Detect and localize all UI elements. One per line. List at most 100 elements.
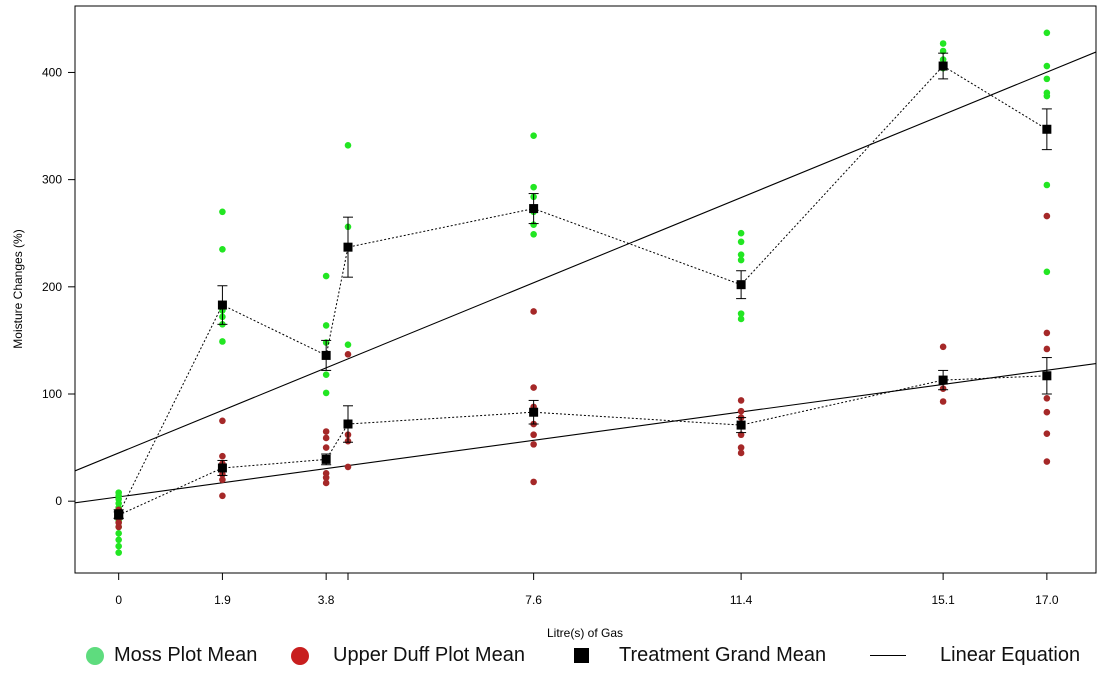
legend-label-moss: Moss Plot Mean bbox=[114, 644, 258, 666]
duff-point bbox=[1043, 408, 1051, 416]
moss-point bbox=[1043, 75, 1051, 83]
chart-legend: Moss Plot Mean Upper Duff Plot Mean Trea… bbox=[0, 644, 1097, 674]
moss-point bbox=[1043, 29, 1051, 37]
grand-mean-marker bbox=[938, 61, 948, 71]
duff-point bbox=[939, 343, 947, 351]
moss-point bbox=[737, 229, 745, 237]
y-tick-label: 300 bbox=[42, 173, 62, 187]
grand-mean-marker bbox=[736, 420, 746, 430]
linear-equation-line-2 bbox=[75, 363, 1096, 504]
moss-point bbox=[115, 530, 122, 537]
grand-mean-marker bbox=[343, 242, 353, 252]
duff-point bbox=[219, 452, 226, 460]
legend-swatch-linear bbox=[870, 655, 906, 656]
moss-point bbox=[1043, 92, 1051, 100]
duff-point bbox=[939, 398, 947, 405]
moss-point bbox=[322, 389, 330, 397]
duff-point bbox=[322, 434, 330, 442]
duff-point bbox=[219, 476, 226, 484]
x-tick-label: 15.1 bbox=[931, 593, 955, 607]
legend-label-grand-mean: Treatment Grand Mean bbox=[619, 644, 827, 666]
moss-point bbox=[344, 341, 352, 348]
duff-point bbox=[322, 444, 330, 451]
moss-point bbox=[737, 238, 745, 246]
moss-point bbox=[115, 549, 122, 556]
y-axis-title: Moisture Changes (%) bbox=[11, 229, 25, 348]
y-tick-label: 200 bbox=[42, 280, 62, 294]
grand-mean-marker bbox=[529, 204, 539, 214]
grand-mean-marker bbox=[1042, 371, 1052, 381]
duff-point bbox=[1043, 458, 1051, 465]
y-axis: 0 100 200 300 400 bbox=[42, 65, 75, 508]
moss-point bbox=[219, 246, 226, 253]
x-axis: 0 1.9 3.8 7.6 11.4 15.1 17.0 bbox=[115, 573, 1059, 607]
grand-mean-marker bbox=[217, 300, 227, 310]
plot-frame bbox=[74, 5, 1097, 574]
moss-point bbox=[219, 338, 226, 345]
legend-label-duff: Upper Duff Plot Mean bbox=[333, 644, 525, 666]
grand-mean-marker bbox=[114, 510, 124, 520]
duff-point bbox=[219, 492, 226, 500]
moss-point bbox=[737, 310, 745, 317]
legend-swatch-moss bbox=[86, 646, 104, 665]
y-tick-label: 100 bbox=[42, 387, 62, 401]
grand-mean-marker bbox=[321, 454, 331, 464]
grand-mean-marker bbox=[1042, 124, 1052, 134]
duff-point bbox=[530, 441, 537, 448]
grand-mean-marker bbox=[321, 350, 331, 360]
moss-point bbox=[530, 221, 537, 228]
grand-mean-connector-1 bbox=[118, 65, 1048, 515]
x-tick-label: 11.4 bbox=[730, 593, 753, 607]
moss-point bbox=[1043, 181, 1051, 189]
moss-point bbox=[115, 542, 122, 550]
x-tick-label: 17.0 bbox=[1035, 593, 1059, 607]
duff-point bbox=[530, 308, 537, 315]
moss-point bbox=[219, 208, 226, 216]
moss-point bbox=[737, 256, 745, 264]
legend-item-grand-mean: Treatment Grand Mean bbox=[574, 644, 826, 667]
duff-point bbox=[1043, 329, 1051, 337]
y-tick-label: 0 bbox=[55, 494, 62, 508]
moss-point bbox=[530, 183, 537, 191]
x-axis-title: Litre(s) of Gas bbox=[547, 626, 623, 640]
legend-item-moss: Moss Plot Mean bbox=[86, 644, 257, 667]
scatter-chart: 0 1.9 3.8 7.6 11.4 15.1 17.0 0 100 200 300 400 Lit… bbox=[11, 5, 1097, 640]
moss-point bbox=[737, 315, 745, 323]
legend-swatch-duff bbox=[291, 646, 309, 665]
duff-point bbox=[344, 351, 352, 358]
moss-point bbox=[115, 536, 122, 544]
moss-point bbox=[322, 371, 330, 379]
duff-point bbox=[322, 428, 330, 435]
duff-point bbox=[322, 474, 330, 481]
moss-point bbox=[530, 132, 537, 139]
legend-item-duff: Upper Duff Plot Mean bbox=[291, 644, 525, 667]
y-tick-label: 400 bbox=[42, 65, 62, 79]
duff-point bbox=[737, 449, 745, 457]
moss-point bbox=[322, 272, 330, 280]
duff-point bbox=[737, 407, 745, 415]
x-tick-label: 0 bbox=[115, 593, 122, 607]
duff-point bbox=[219, 417, 226, 425]
duff-point bbox=[737, 397, 745, 404]
duff-point bbox=[344, 463, 352, 471]
duff-point bbox=[322, 479, 330, 487]
moss-point bbox=[322, 322, 330, 329]
x-tick-label: 3.8 bbox=[318, 593, 335, 607]
moss-point bbox=[737, 251, 745, 258]
legend-label-linear: Linear Equation bbox=[940, 644, 1081, 666]
duff-point bbox=[530, 431, 537, 439]
grand-mean-marker bbox=[938, 375, 948, 385]
grand-mean-marker bbox=[529, 407, 539, 417]
duff-point bbox=[1043, 430, 1051, 437]
moss-point bbox=[1043, 268, 1051, 276]
duff-point bbox=[737, 444, 745, 451]
duff-point bbox=[1043, 345, 1051, 353]
grand-mean-connector-2 bbox=[118, 375, 1047, 516]
grand-mean-marker bbox=[736, 280, 746, 290]
linear-equation-line-1 bbox=[75, 51, 1096, 472]
duff-point bbox=[1043, 212, 1051, 220]
legend-item-linear: Linear Equation bbox=[870, 644, 1080, 667]
duff-point bbox=[530, 384, 537, 391]
grand-mean-marker bbox=[217, 463, 227, 473]
x-tick-label: 7.6 bbox=[525, 593, 542, 607]
